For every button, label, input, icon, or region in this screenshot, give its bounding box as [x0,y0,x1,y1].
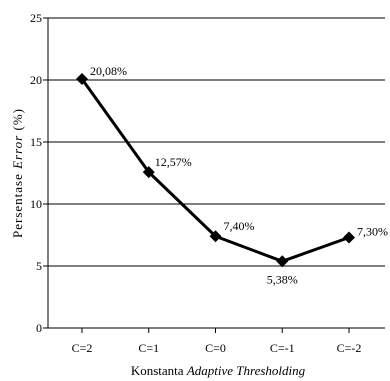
data-labels: 20,08% 12,57% 7,40% 5,38% 7,30% [90,64,388,286]
y-tick-label-10: 10 [30,197,42,211]
data-point-3 [276,255,289,268]
data-point-4 [343,231,355,244]
y-axis-title: Persentase Error (%) [10,108,25,238]
axes [43,17,385,333]
y-tick-label-5: 5 [36,259,42,273]
y-tick-label-25: 25 [30,11,42,25]
series [76,73,355,268]
y-tick-label-15: 15 [30,135,42,149]
x-tick-label-3: C=-1 [270,341,295,355]
x-axis-title: Konstanta Adaptive Thresholding [131,363,306,378]
x-tick-labels: C=2 C=1 C=0 C=-1 C=-2 [72,341,362,355]
y-tick-label-20: 20 [30,73,42,87]
y-tick-labels: 0 5 10 15 20 25 [30,11,42,335]
data-point-1 [142,166,155,179]
data-label-4: 7,30% [357,224,388,238]
data-label-0: 20,08% [90,64,127,78]
x-tick-label-1: C=1 [138,341,159,355]
x-tick-label-0: C=2 [72,341,93,355]
data-point-0 [76,73,88,86]
data-label-3: 5,38% [267,272,298,286]
x-tick-label-2: C=0 [205,341,226,355]
gridlines [48,17,385,267]
data-point-2 [209,230,222,243]
y-tick-label-0: 0 [36,321,42,335]
data-label-2: 7,40% [224,219,255,233]
data-label-1: 12,57% [155,155,192,169]
x-tick-label-4: C=-2 [337,341,362,355]
